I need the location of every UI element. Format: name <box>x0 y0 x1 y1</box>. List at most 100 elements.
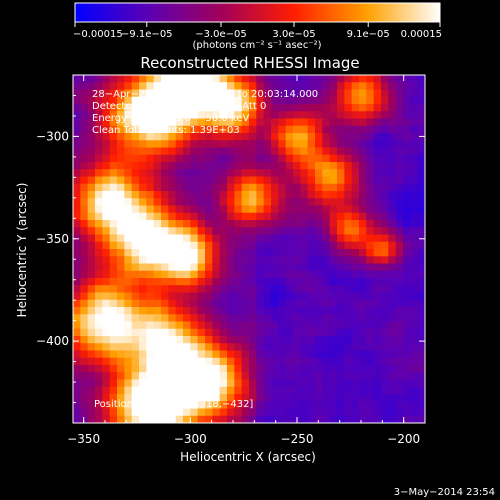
heatmap-cell <box>212 372 221 380</box>
heatmap-cell <box>175 147 184 156</box>
y-tick-label: −400 <box>36 334 69 348</box>
heatmap-cell <box>219 198 228 206</box>
heatmap-cell <box>307 89 316 98</box>
heatmap-cell <box>109 140 118 148</box>
heatmap-cell <box>293 169 301 177</box>
heatmap-cell <box>403 162 411 170</box>
heatmap-cell <box>373 401 382 409</box>
heatmap-cell <box>219 321 228 330</box>
heatmap-cell <box>329 263 338 272</box>
heatmap-cell <box>190 75 199 83</box>
heatmap-cell <box>117 89 125 98</box>
heatmap-cell <box>73 394 81 402</box>
heatmap-cell <box>153 394 162 402</box>
heatmap-cell <box>146 343 155 351</box>
heatmap-cell <box>131 401 140 409</box>
heatmap-cell <box>183 241 191 250</box>
heatmap-cell <box>146 256 155 264</box>
heatmap-cell <box>329 89 338 98</box>
heatmap-cell <box>183 292 191 301</box>
heatmap-cell <box>190 336 199 344</box>
heatmap-cell <box>410 278 419 286</box>
heatmap-cell <box>278 198 287 206</box>
heatmap-cell <box>366 386 375 395</box>
heatmap-cell <box>256 278 265 286</box>
heatmap-cell <box>285 125 294 134</box>
heatmap-cell <box>87 415 96 424</box>
heatmap-cell <box>95 176 103 185</box>
heatmap-cell <box>329 408 338 417</box>
heatmap-cell <box>271 249 279 257</box>
heatmap-cell <box>256 169 265 177</box>
heatmap-cell <box>102 350 111 359</box>
heatmap-cell <box>337 89 345 98</box>
heatmap-cell <box>373 270 382 279</box>
heatmap-cell <box>307 111 316 119</box>
heatmap-cell <box>307 104 316 112</box>
heatmap-cell <box>256 263 265 272</box>
heatmap-cell <box>271 278 279 286</box>
heatmap-cell <box>80 205 89 214</box>
heatmap-cell <box>351 169 360 177</box>
heatmap-cell <box>197 147 206 156</box>
heatmap-cell <box>131 379 140 388</box>
heatmap-cell <box>388 125 397 134</box>
heatmap-cell <box>403 212 411 221</box>
heatmap-cell <box>344 96 353 105</box>
heatmap-cell <box>146 176 155 185</box>
heatmap-cell <box>381 415 389 424</box>
heatmap-cell <box>109 75 118 83</box>
heatmap-cell <box>168 162 177 170</box>
heatmap-cell <box>234 285 243 293</box>
heatmap-cell <box>212 249 221 257</box>
heatmap-cell <box>388 270 397 279</box>
heatmap-cell <box>373 191 382 199</box>
heatmap-cell <box>403 270 411 279</box>
heatmap-cell <box>322 270 331 279</box>
heatmap-cell <box>87 205 96 214</box>
heatmap-cell <box>241 328 250 337</box>
heatmap-cell <box>337 343 345 351</box>
heatmap-cell <box>285 328 294 337</box>
heatmap-cell <box>329 104 338 112</box>
heatmap-cell <box>285 372 294 380</box>
heatmap-cell <box>300 205 309 214</box>
heatmap-cell <box>381 89 389 98</box>
heatmap-cell <box>410 372 419 380</box>
heatmap-cell <box>344 408 353 417</box>
heatmap-cell <box>219 415 228 424</box>
heatmap-cell <box>271 212 279 221</box>
heatmap-cell <box>315 191 323 199</box>
heatmap-cell <box>109 220 118 228</box>
heatmap-cell <box>410 350 419 359</box>
heatmap-cell <box>351 394 360 402</box>
heatmap-cell <box>373 104 382 112</box>
heatmap-cell <box>102 118 111 127</box>
heatmap-cell <box>300 249 309 257</box>
heatmap-cell <box>131 169 140 177</box>
heatmap-cell <box>161 191 169 199</box>
heatmap-cell <box>366 408 375 417</box>
heatmap-cell <box>102 89 111 98</box>
heatmap-cell <box>227 386 235 395</box>
heatmap-cell <box>337 350 345 359</box>
heatmap-cell <box>307 220 316 228</box>
heatmap-cell <box>410 357 419 366</box>
heatmap-cell <box>109 249 118 257</box>
heatmap-cell <box>219 154 228 163</box>
heatmap-cell <box>256 154 265 163</box>
heatmap-cell <box>300 256 309 264</box>
heatmap-cell <box>410 328 419 337</box>
heatmap-cell <box>227 285 235 293</box>
heatmap-cell <box>139 278 147 286</box>
heatmap-cell <box>73 75 81 83</box>
heatmap-cell <box>73 321 81 330</box>
heatmap-cell <box>175 234 184 243</box>
heatmap-cell <box>117 118 125 127</box>
heatmap-cell <box>95 241 103 250</box>
heatmap-cell <box>183 321 191 330</box>
heatmap-cell <box>117 82 125 90</box>
heatmap-cell <box>410 336 419 344</box>
heatmap-cell <box>403 183 411 192</box>
heatmap-cell <box>87 321 96 330</box>
